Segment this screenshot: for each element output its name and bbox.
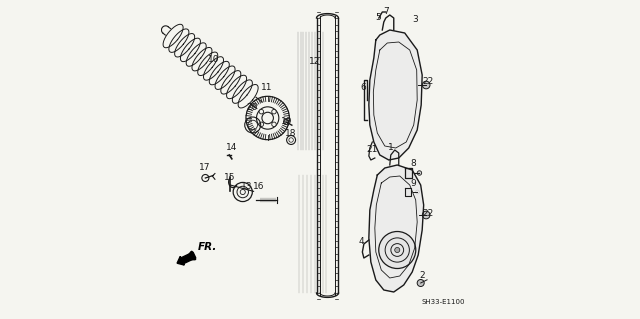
Text: 7: 7 bbox=[383, 8, 389, 17]
Circle shape bbox=[379, 232, 416, 269]
Polygon shape bbox=[198, 52, 218, 76]
Text: 4: 4 bbox=[359, 238, 365, 247]
Circle shape bbox=[233, 182, 252, 202]
Text: 10: 10 bbox=[207, 56, 219, 64]
Polygon shape bbox=[175, 33, 195, 57]
Circle shape bbox=[259, 122, 264, 127]
Text: 15: 15 bbox=[223, 174, 235, 182]
Circle shape bbox=[422, 81, 430, 89]
Text: 19: 19 bbox=[282, 116, 293, 125]
Text: 12: 12 bbox=[309, 57, 321, 66]
Text: 16: 16 bbox=[253, 182, 264, 191]
Text: 22: 22 bbox=[422, 78, 434, 86]
Polygon shape bbox=[232, 80, 252, 103]
Text: 22: 22 bbox=[422, 209, 434, 218]
Text: 17: 17 bbox=[198, 162, 210, 172]
Text: FR.: FR. bbox=[198, 242, 217, 252]
Polygon shape bbox=[404, 188, 412, 196]
Polygon shape bbox=[369, 165, 424, 292]
Text: 9: 9 bbox=[410, 179, 416, 188]
Circle shape bbox=[415, 190, 419, 194]
Circle shape bbox=[202, 174, 209, 182]
Polygon shape bbox=[238, 85, 258, 108]
Text: 6: 6 bbox=[360, 84, 365, 93]
Polygon shape bbox=[186, 43, 206, 66]
Text: 1: 1 bbox=[388, 144, 394, 152]
Text: 13: 13 bbox=[241, 182, 252, 190]
Polygon shape bbox=[163, 24, 183, 48]
Text: SH33-E1100: SH33-E1100 bbox=[421, 299, 465, 305]
Polygon shape bbox=[227, 75, 246, 99]
Circle shape bbox=[422, 211, 430, 219]
Text: 11: 11 bbox=[261, 83, 273, 92]
Circle shape bbox=[395, 248, 400, 253]
Polygon shape bbox=[221, 70, 241, 94]
Text: 3: 3 bbox=[412, 16, 418, 25]
Circle shape bbox=[272, 122, 276, 127]
Circle shape bbox=[417, 279, 424, 286]
Circle shape bbox=[259, 109, 264, 114]
Polygon shape bbox=[209, 61, 229, 85]
Polygon shape bbox=[169, 29, 189, 52]
Polygon shape bbox=[404, 168, 412, 178]
Text: 21: 21 bbox=[366, 145, 378, 154]
Polygon shape bbox=[192, 48, 212, 71]
Text: 14: 14 bbox=[226, 144, 237, 152]
Circle shape bbox=[272, 109, 276, 114]
Text: 5: 5 bbox=[376, 13, 381, 23]
Text: 20: 20 bbox=[246, 102, 257, 112]
Polygon shape bbox=[180, 38, 200, 62]
Text: 2: 2 bbox=[419, 271, 424, 280]
Polygon shape bbox=[204, 57, 223, 80]
Circle shape bbox=[417, 171, 422, 175]
Text: 18: 18 bbox=[285, 130, 296, 138]
FancyArrow shape bbox=[177, 252, 196, 265]
Text: 8: 8 bbox=[410, 159, 416, 167]
Polygon shape bbox=[215, 66, 235, 89]
Polygon shape bbox=[369, 30, 422, 160]
